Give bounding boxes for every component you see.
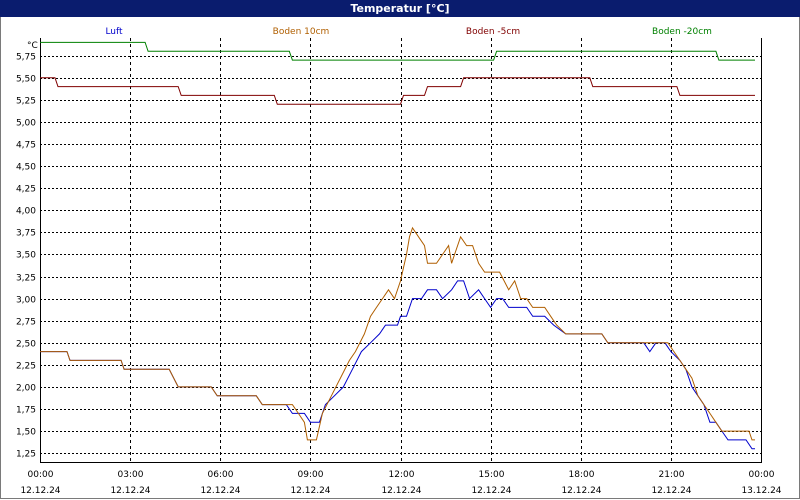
y-tick-label: 4,00 <box>16 207 36 217</box>
y-axis-unit-label: °C <box>27 41 38 51</box>
y-tick-label: 3,50 <box>16 251 36 261</box>
y-tick-label: 4,75 <box>16 141 36 151</box>
series-lines <box>40 41 755 450</box>
y-tick-label: 1,75 <box>16 406 36 416</box>
y-tick-label: 3,25 <box>16 274 36 284</box>
x-tick-date-label: 12.12.24 <box>200 486 240 496</box>
y-tick-label: 4,50 <box>16 163 36 173</box>
x-tick-time-label: 12:00 <box>389 470 415 480</box>
y-tick-label: 4,25 <box>16 185 36 195</box>
legend-item: Luft <box>105 27 123 37</box>
x-tick-date-label: 12.12.24 <box>471 486 511 496</box>
x-tick-time-label: 00:00 <box>749 470 775 480</box>
x-tick-time-label: 09:00 <box>298 470 324 480</box>
axes <box>40 38 762 463</box>
x-tick-date-label: 12.12.24 <box>381 486 421 496</box>
series-line <box>40 77 755 105</box>
x-tick-time-label: 00:00 <box>28 470 54 480</box>
x-tick-time-label: 18:00 <box>569 470 595 480</box>
x-tick-time-label: 15:00 <box>479 470 505 480</box>
y-tick-label: 2,00 <box>16 384 36 394</box>
grid-lines <box>40 38 761 462</box>
legend-item: Boden -20cm <box>652 27 712 37</box>
legend-item: Boden 10cm <box>273 27 330 37</box>
y-tick-label: 2,25 <box>16 362 36 372</box>
x-tick-time-label: 03:00 <box>118 470 144 480</box>
y-tick-label: 5,50 <box>16 75 36 85</box>
legend-item: Boden -5cm <box>466 27 520 37</box>
x-tick-labels: 00:00 12.12.24 03:00 12.12.24 06:00 12.12.24 0… <box>20 470 781 496</box>
legend: Luft Boden 10cm Boden -5cm Boden -20cm <box>105 27 712 37</box>
x-tick-date-label: 12.12.24 <box>290 486 330 496</box>
x-tick-date-label: 12.12.24 <box>20 486 60 496</box>
x-tick-date-label: 13.12.24 <box>741 486 781 496</box>
chart-title: Temperatur [°C] <box>0 0 800 17</box>
series-line <box>40 280 755 450</box>
y-tick-label: 3,00 <box>16 296 36 306</box>
y-tick-label: 3,75 <box>16 229 36 239</box>
line-chart: 5,75 5,50 5,25 5,00 4,75 4,50 4,25 4,00 3,75 3,50… <box>16 27 782 496</box>
y-tick-label: 5,75 <box>16 53 36 63</box>
y-tick-label: 5,25 <box>16 97 36 107</box>
series-line <box>40 226 755 441</box>
x-tick-date-label: 12.12.24 <box>561 486 601 496</box>
chart-frame: 5,75 5,50 5,25 5,00 4,75 4,50 4,25 4,00 3,75 3,50… <box>0 17 800 499</box>
x-tick-date-label: 12.12.24 <box>110 486 150 496</box>
series-line <box>40 41 755 61</box>
y-tick-label: 2,50 <box>16 340 36 350</box>
y-tick-label: 1,50 <box>16 428 36 438</box>
y-tick-label: 2,75 <box>16 318 36 328</box>
y-tick-label: 5,00 <box>16 119 36 129</box>
x-tick-date-label: 12.12.24 <box>651 486 691 496</box>
y-tick-label: 1,25 <box>16 450 36 460</box>
x-tick-time-label: 06:00 <box>208 470 234 480</box>
x-tick-time-label: 21:00 <box>659 470 685 480</box>
y-tick-labels: 5,75 5,50 5,25 5,00 4,75 4,50 4,25 4,00 3,75 3,50… <box>16 53 36 460</box>
